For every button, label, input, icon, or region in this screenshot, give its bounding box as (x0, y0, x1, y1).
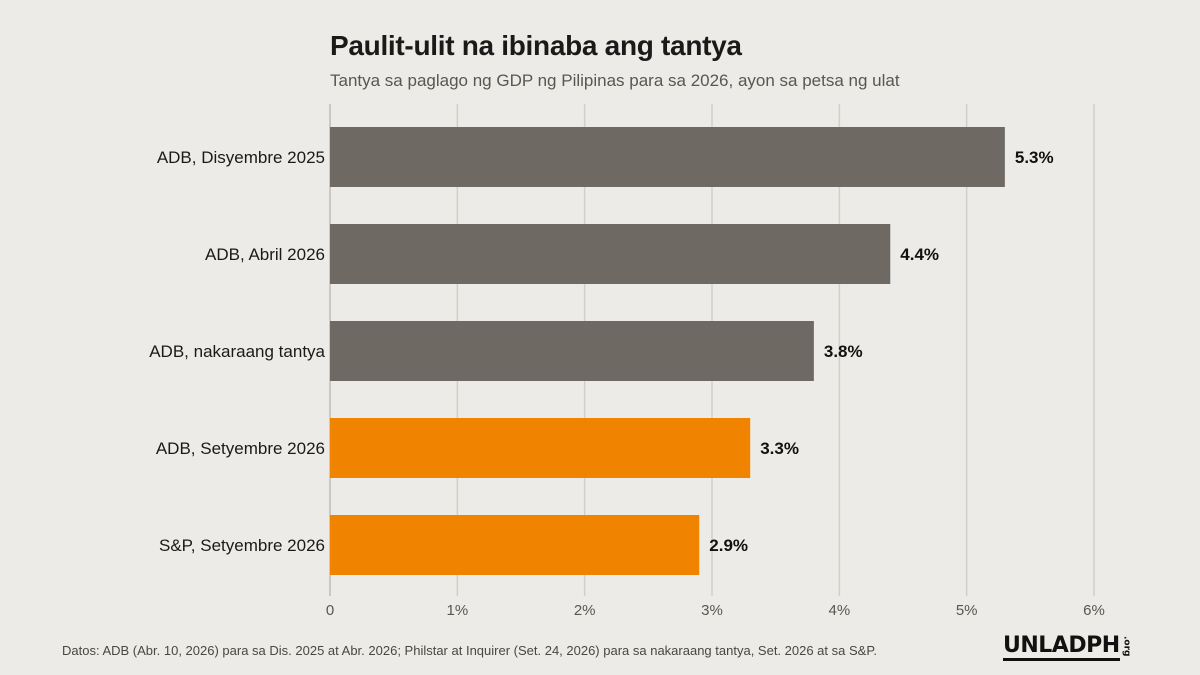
category-label: ADB, nakaraang tantya (149, 342, 325, 361)
category-label: ADB, Setyembre 2026 (156, 439, 325, 458)
bar (330, 224, 891, 284)
bar (330, 515, 700, 575)
x-tick-label: 1% (446, 602, 468, 619)
logo-wordmark: UNLADPH (1003, 634, 1120, 661)
category-label: S&P, Setyembre 2026 (159, 536, 325, 555)
x-tick-label: 2% (574, 602, 596, 619)
unladph-logo: UNLADPH .org (1003, 634, 1132, 661)
chart-subtitle: Tantya sa paglago ng GDP ng Pilipinas pa… (330, 71, 900, 90)
value-label: 5.3% (1015, 148, 1054, 167)
value-label: 2.9% (709, 536, 748, 555)
bar (330, 321, 814, 381)
logo-suffix: .org (1121, 636, 1132, 657)
value-label: 3.3% (760, 439, 799, 458)
x-tick-label: 4% (828, 602, 850, 619)
source-note: Datos: ADB (Abr. 10, 2026) para sa Dis. … (62, 643, 877, 658)
bar (330, 418, 751, 478)
chart-title: Paulit-ulit na ibinaba ang tantya (330, 30, 742, 61)
x-tick-label: 3% (701, 602, 723, 619)
category-label: ADB, Disyembre 2025 (157, 148, 325, 167)
x-tick-label: 0 (326, 602, 334, 619)
x-tick-label: 6% (1083, 602, 1105, 619)
bar (330, 127, 1005, 187)
category-label: ADB, Abril 2026 (205, 245, 325, 264)
x-tick-label: 5% (956, 602, 978, 619)
value-label: 3.8% (824, 342, 863, 361)
value-label: 4.4% (900, 245, 939, 264)
